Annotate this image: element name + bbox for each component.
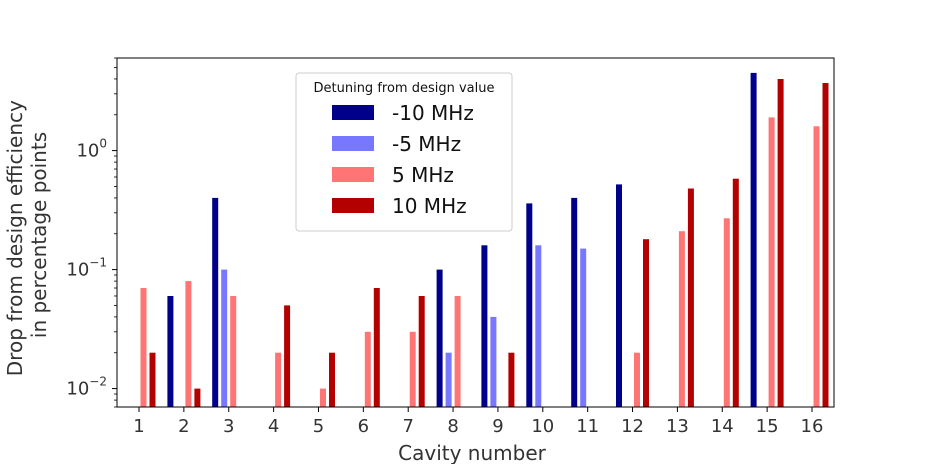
legend-swatch bbox=[332, 198, 374, 213]
legend-swatch bbox=[332, 105, 374, 120]
bar-10MHz-cavity-13 bbox=[687, 188, 694, 407]
bar-5MHz-cavity-14 bbox=[723, 218, 730, 407]
bar-10MHz-cavity-16 bbox=[822, 83, 829, 407]
bar-5MHz-cavity-2 bbox=[185, 281, 192, 407]
bar-5MHz-cavity-6 bbox=[364, 331, 371, 407]
bar-5MHz-cavity-5 bbox=[320, 388, 326, 407]
x-tick-label: 12 bbox=[621, 416, 644, 437]
bar-minus10MHz-cavity-11 bbox=[571, 197, 578, 407]
bar-minus10MHz-cavity-12 bbox=[616, 184, 622, 407]
bar-10MHz-cavity-5 bbox=[329, 352, 335, 407]
y-axis-label: Drop from design efficiency in percentag… bbox=[3, 94, 51, 376]
bar-10MHz-cavity-1 bbox=[149, 352, 156, 407]
x-tick-label: 4 bbox=[268, 416, 279, 437]
legend: Detuning from design value -10 MHz -5 MHz… bbox=[295, 72, 513, 232]
legend-label: -10 MHz bbox=[392, 101, 474, 125]
y-axis-label-line-1: Drop from design efficiency bbox=[3, 100, 27, 376]
plot-frame bbox=[116, 57, 835, 408]
y-axis: 10−2 10−1 100 bbox=[66, 57, 117, 408]
legend-title: Detuning from design value bbox=[314, 81, 495, 96]
bar-minus10MHz-cavity-2 bbox=[167, 296, 174, 407]
legend-label: 10 MHz bbox=[392, 194, 467, 218]
bar-10MHz-cavity-2 bbox=[194, 388, 201, 407]
x-tick-label: 8 bbox=[447, 416, 458, 437]
bar-10MHz-cavity-7 bbox=[418, 296, 425, 407]
bar-minus10MHz-cavity-10 bbox=[526, 203, 533, 407]
x-tick-label: 16 bbox=[801, 416, 824, 437]
bar-minus5MHz-cavity-8 bbox=[445, 352, 452, 407]
legend-entries: -10 MHz -5 MHz 5 MHz 10 MHz bbox=[332, 101, 474, 218]
bar-minus5MHz-cavity-11 bbox=[580, 248, 587, 407]
bar-5MHz-cavity-4 bbox=[275, 352, 282, 407]
x-tick-label: 2 bbox=[178, 416, 189, 437]
bar-5MHz-cavity-13 bbox=[678, 231, 685, 407]
bar-minus5MHz-cavity-3 bbox=[221, 269, 228, 407]
bar-5MHz-cavity-16 bbox=[813, 126, 820, 408]
x-axis-label: Cavity number bbox=[398, 441, 546, 464]
bar-10MHz-cavity-12 bbox=[643, 239, 649, 407]
x-tick-label: 15 bbox=[756, 416, 779, 437]
bar-5MHz-cavity-12 bbox=[634, 352, 640, 407]
bar-10MHz-cavity-14 bbox=[732, 178, 739, 407]
bar-minus10MHz-cavity-15 bbox=[750, 72, 757, 408]
bar-minus10MHz-cavity-3 bbox=[212, 197, 219, 407]
bar-10MHz-cavity-6 bbox=[373, 288, 380, 407]
bar-5MHz-cavity-15 bbox=[768, 117, 775, 408]
bar-minus5MHz-cavity-9 bbox=[490, 316, 497, 407]
bar-5MHz-cavity-7 bbox=[409, 331, 416, 407]
bar-minus5MHz-cavity-10 bbox=[535, 245, 542, 407]
bar-10MHz-cavity-4 bbox=[284, 305, 291, 407]
x-axis: 1 2 3 4 5 6 7 8 9 10 11 12 13 14 15 16 bbox=[133, 407, 823, 437]
bar-10MHz-cavity-9 bbox=[508, 352, 515, 407]
bar-minus10MHz-cavity-8 bbox=[436, 269, 443, 407]
bar-5MHz-cavity-1 bbox=[140, 288, 147, 407]
legend-swatch bbox=[332, 136, 374, 151]
x-tick-label: 10 bbox=[531, 416, 554, 437]
y-tick-label: 10−2 bbox=[66, 375, 107, 400]
y-axis-label-line-2: in percentage points bbox=[27, 132, 51, 338]
y-tick-label: 100 bbox=[76, 137, 107, 162]
legend-label: -5 MHz bbox=[392, 132, 461, 156]
x-tick-label: 6 bbox=[358, 416, 369, 437]
x-tick-label: 14 bbox=[711, 416, 734, 437]
bar-5MHz-cavity-3 bbox=[230, 296, 237, 407]
x-tick-label: 5 bbox=[313, 416, 324, 437]
y-tick-label: 10−1 bbox=[66, 256, 107, 281]
x-tick-label: 7 bbox=[402, 416, 413, 437]
bar-minus10MHz-cavity-9 bbox=[481, 245, 488, 407]
bar-10MHz-cavity-15 bbox=[777, 79, 784, 407]
bars-group bbox=[140, 72, 829, 408]
x-tick-label: 3 bbox=[223, 416, 234, 437]
x-tick-label: 13 bbox=[666, 416, 689, 437]
bar-5MHz-cavity-8 bbox=[454, 296, 461, 407]
x-tick-label: 11 bbox=[576, 416, 599, 437]
x-tick-label: 1 bbox=[133, 416, 144, 437]
legend-label: 5 MHz bbox=[392, 163, 454, 187]
x-tick-label: 9 bbox=[492, 416, 503, 437]
legend-swatch bbox=[332, 167, 374, 182]
